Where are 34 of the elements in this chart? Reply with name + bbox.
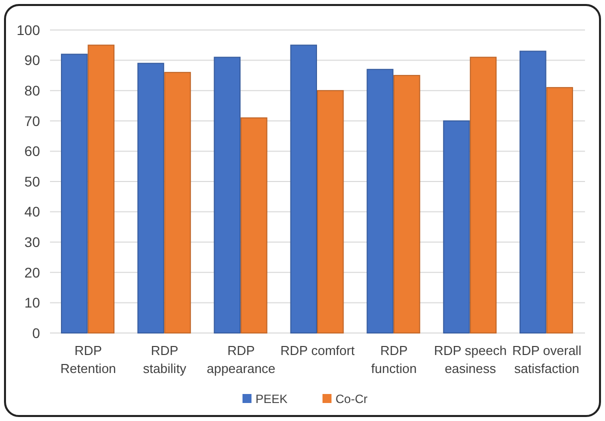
y-tick-label: 90 [24, 52, 40, 68]
y-tick-label: 50 [24, 173, 40, 190]
bar [546, 87, 574, 334]
bar [214, 56, 241, 334]
y-tick-label: 20 [24, 264, 40, 280]
bar [290, 44, 317, 334]
legend-label: Co-Cr [336, 392, 368, 406]
bar [240, 117, 268, 334]
bar [520, 50, 546, 334]
x-tick-label: RDP appearance [206, 343, 276, 376]
bar [470, 56, 497, 334]
y-tick-label: 60 [24, 143, 40, 160]
bar [393, 74, 420, 334]
y-tick-label: 80 [24, 82, 40, 98]
x-tick-label: RDP Retention [60, 343, 116, 376]
bar [164, 72, 191, 334]
bar [60, 54, 88, 334]
y-tick-label: 70 [24, 112, 40, 129]
x-tick-label: RDP comfort [280, 343, 355, 358]
y-tick-label: 100 [16, 22, 40, 38]
x-tick-label: RDP stability [142, 343, 187, 376]
y-tick-label: 0 [32, 324, 40, 341]
bar [88, 44, 114, 334]
x-tick-label: RDP overall satisfaction [512, 343, 582, 376]
x-tick-label: RDP speech easiness [434, 343, 507, 376]
bar [443, 120, 470, 334]
bar [317, 90, 344, 334]
x-tick-label: RDP function [371, 343, 417, 376]
y-tick-label: 10 [24, 294, 40, 311]
bar [366, 68, 394, 334]
legend-label: PEEK [256, 392, 288, 406]
bar [137, 62, 164, 334]
y-tick-label: 30 [24, 234, 40, 250]
y-tick-label: 40 [24, 204, 40, 220]
